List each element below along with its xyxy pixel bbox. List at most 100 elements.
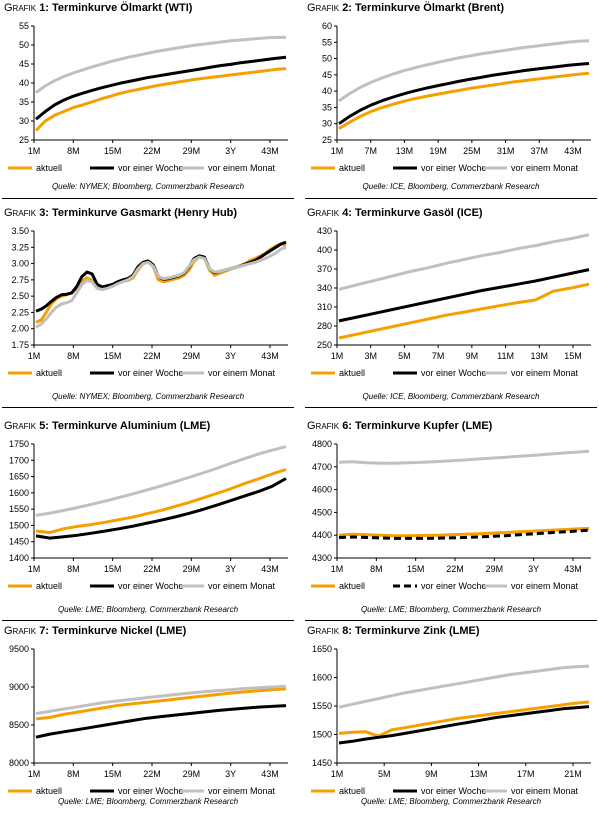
divider [2, 620, 294, 621]
legend-label-monat: vor einem Monat [511, 581, 579, 591]
chart-panel-2: Grafik 2: Terminkurve Ölmarkt (Brent) 25… [305, 2, 597, 204]
legend-label-aktuell: aktuell [339, 581, 365, 591]
y-tick-label: 40 [19, 78, 29, 88]
divider [305, 198, 597, 199]
y-tick-label: 3.25 [11, 242, 29, 252]
x-tick-label: 19M [429, 146, 447, 156]
y-tick-label: 50 [19, 40, 29, 50]
x-tick-label: 1M [28, 351, 41, 361]
y-tick-label: 1500 [9, 520, 29, 530]
y-tick-label: 2.00 [11, 324, 29, 334]
chart-name: Terminkurve Gasöl (ICE) [355, 207, 483, 219]
y-tick-label: 280 [317, 321, 332, 331]
x-tick-label: 43M [564, 146, 582, 156]
x-tick-label: 43M [261, 351, 279, 361]
y-tick-label: 9500 [9, 644, 29, 654]
y-tick-label: 8500 [9, 720, 29, 730]
chart-panel-6: Grafik 6: Terminkurve Kupfer (LME) 4300 4… [305, 420, 597, 622]
y-tick-label: 35 [19, 97, 29, 107]
legend-label-woche: vor einer Woche [421, 581, 486, 591]
legend-label-monat: vor einem Monat [208, 786, 276, 796]
y-tick-label: 310 [317, 302, 332, 312]
chart-name: Terminkurve Kupfer (LME) [355, 420, 493, 432]
x-tick-label: 3Y [225, 351, 236, 361]
chart-title: Grafik 8: Terminkurve Zink (LME) [307, 625, 480, 637]
legend-label-aktuell: aktuell [339, 163, 365, 173]
x-tick-label: 1M [28, 146, 41, 156]
line-chart: 1450 1500 1550 1600 1650 1M 5M 9M 13M 17M 21M aktue… [311, 644, 591, 796]
x-tick-label: 22M [446, 564, 464, 574]
legend-label-woche: vor einer Woche [118, 368, 183, 378]
divider [2, 198, 294, 199]
x-tick-label: 37M [531, 146, 549, 156]
y-tick-label: 1750 [9, 439, 29, 449]
legend-label-monat: vor einem Monat [511, 368, 579, 378]
chart-panel-8: Grafik 8: Terminkurve Zink (LME) 1450 150… [305, 625, 597, 827]
chart-number: 3: [39, 207, 49, 219]
y-tick-label: 430 [317, 226, 332, 236]
series-line-woche [35, 704, 287, 739]
chart-panel-3: Grafik 3: Terminkurve Gasmarkt (Henry Hu… [2, 207, 294, 409]
x-tick-label: 3Y [528, 564, 539, 574]
chart-source: Quelle: LME; Bloomberg, Commerzbank Rese… [360, 605, 542, 614]
y-tick-label: 1550 [9, 504, 29, 514]
x-tick-label: 3Y [225, 769, 236, 779]
y-tick-label: 400 [317, 245, 332, 255]
x-tick-label: 29M [183, 146, 201, 156]
x-tick-label: 29M [183, 564, 201, 574]
chart-prefix: Grafik [4, 207, 37, 219]
chart-prefix: Grafik [307, 625, 340, 637]
y-tick-label: 250 [317, 340, 332, 350]
x-tick-label: 15M [104, 769, 122, 779]
line-chart: 4300 4400 4500 4600 4700 4800 1M 8M 15M 22M 29M 3Y 4… [311, 439, 591, 591]
line-chart: 8000 8500 9000 9500 1M 8M 15M 22M 29M 3Y 43M aktuel… [8, 644, 288, 796]
series-line-aktuell [34, 67, 287, 132]
x-tick-label: 15M [407, 564, 425, 574]
divider [305, 407, 597, 408]
chart-prefix: Grafik [4, 2, 37, 14]
y-tick-label: 3.50 [11, 226, 29, 236]
x-tick-label: 43M [261, 146, 279, 156]
chart-prefix: Grafik [307, 2, 340, 14]
x-tick-label: 7M [432, 351, 445, 361]
line-chart: 1400 1450 1500 1550 1600 1650 1700 1750 1M 8M 15M 2… [8, 439, 288, 591]
chart-source: Quelle: ICE, Bloomberg, Commerzbank Rese… [362, 182, 540, 191]
y-tick-label: 340 [317, 283, 332, 293]
x-tick-label: 29M [183, 351, 201, 361]
legend-label-woche: vor einer Woche [421, 163, 486, 173]
series-line-woche [338, 62, 590, 125]
series-line-woche [338, 705, 590, 745]
chart-panel-4: Grafik 4: Terminkurve Gasöl (ICE) 250 280… [305, 207, 597, 409]
legend-label-aktuell: aktuell [36, 786, 62, 796]
x-tick-label: 17M [517, 769, 535, 779]
series-line-woche [338, 268, 590, 323]
x-tick-label: 13M [396, 146, 414, 156]
series-line-aktuell [338, 700, 590, 738]
x-tick-label: 8M [67, 351, 80, 361]
y-tick-label: 1600 [312, 673, 332, 683]
y-tick-label: 30 [322, 119, 332, 129]
y-tick-label: 4300 [312, 553, 332, 563]
chart-prefix: Grafik [4, 420, 37, 432]
legend-label-woche: vor einer Woche [118, 581, 183, 591]
y-tick-label: 4600 [312, 485, 332, 495]
x-tick-label: 15M [104, 564, 122, 574]
y-tick-label: 40 [322, 86, 332, 96]
chart-number: 8: [342, 625, 352, 637]
legend-label-aktuell: aktuell [36, 581, 62, 591]
series-line-monat [35, 684, 287, 716]
y-tick-label: 1700 [9, 455, 29, 465]
series-line-woche [35, 477, 287, 540]
chart-number: 5: [39, 420, 49, 432]
y-tick-label: 4500 [312, 507, 332, 517]
x-tick-label: 22M [143, 146, 161, 156]
x-tick-label: 8M [370, 564, 383, 574]
legend-label-aktuell: aktuell [36, 163, 62, 173]
x-tick-label: 1M [331, 146, 344, 156]
chart-name: Terminkurve Zink (LME) [355, 625, 480, 637]
chart-name: Terminkurve Gasmarkt (Henry Hub) [52, 207, 238, 219]
chart-number: 7: [39, 625, 49, 637]
chart-title: Grafik 1: Terminkurve Ölmarkt (WTI) [4, 2, 192, 14]
chart-number: 2: [342, 2, 352, 14]
y-tick-label: 1500 [312, 730, 332, 740]
